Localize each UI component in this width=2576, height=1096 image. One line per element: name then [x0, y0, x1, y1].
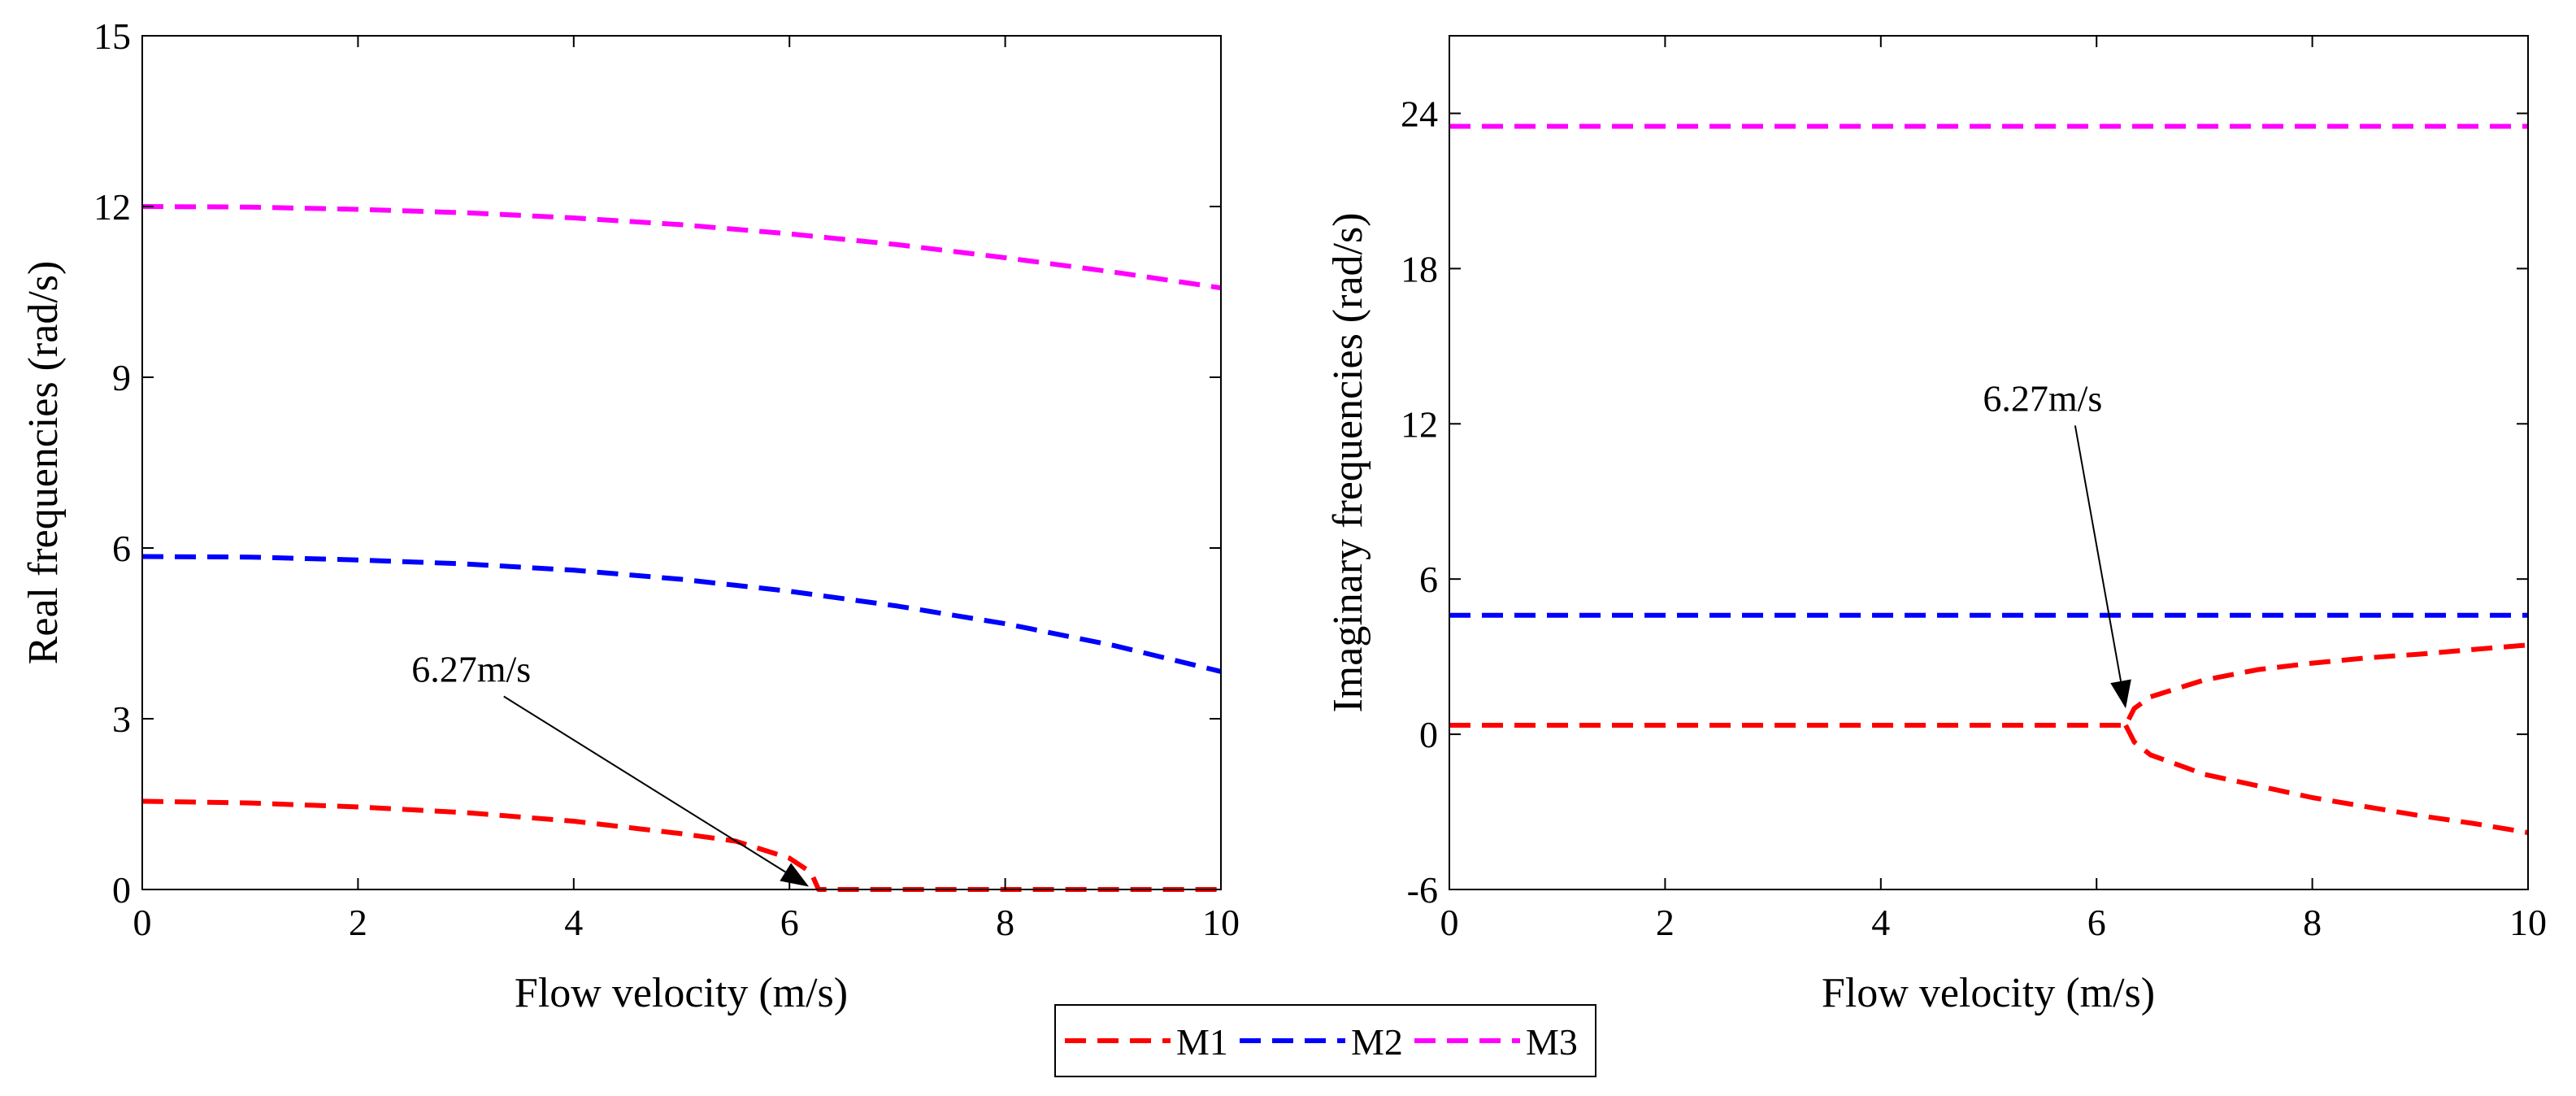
left-x-tick-label: 10 [1202, 902, 1240, 943]
right-y-tick-label: 24 [1401, 93, 1438, 134]
right-annotation-arrow [2074, 425, 2122, 681]
right-series-m1-line-0 [1449, 642, 2529, 728]
legend-entry-m1: M1 [1065, 1021, 1228, 1063]
right-annotation-arrowhead [2110, 679, 2131, 709]
left-y-tick-label: 0 [112, 869, 131, 911]
left-x-tick-label: 6 [780, 902, 799, 943]
right-annotation: 6.27m/s [1983, 377, 2131, 709]
left-axes-box [141, 35, 1222, 890]
left-series-m1-line-0 [141, 798, 1221, 892]
left-y-tick-label: 3 [112, 698, 131, 740]
left-x-tick-label: 2 [349, 902, 367, 943]
left-annotation: 6.27m/s [411, 649, 810, 887]
left-y-axis-label: Real frequencies (rad/s) [20, 261, 67, 665]
right-x-tick-label: 2 [1656, 902, 1675, 943]
left-x-tick-label: 4 [564, 902, 583, 943]
left-ticks: 0 2 4 6 8 10 0 3 6 9 12 15 [93, 15, 1240, 943]
left-y-tick-label: 15 [93, 15, 131, 57]
right-y-tick-label: 12 [1401, 403, 1438, 445]
left-series-m2-line-1 [141, 554, 1222, 674]
right-x-tick-label: 4 [1871, 902, 1890, 943]
left-y-tick-label: 12 [93, 186, 131, 228]
right-annotation-label: 6.27m/s [1983, 377, 2102, 419]
left-plot-lines [141, 204, 1222, 892]
right-y-axis-label: Imaginary frequencies (rad/s) [1325, 212, 1371, 712]
legend-entry-m2: M2 [1240, 1021, 1403, 1063]
left-x-tick-label: 0 [133, 902, 152, 943]
left-y-tick-label: 6 [112, 528, 131, 569]
left-annotation-arrowhead [780, 863, 810, 887]
right-y-tick-label: 6 [1419, 559, 1438, 600]
right-x-tick-label: 6 [2087, 902, 2106, 943]
right-x-tick-label: 8 [2303, 902, 2322, 943]
legend: M1 M2 M3 [1054, 1004, 1596, 1077]
right-y-tick-label: 18 [1401, 248, 1438, 289]
left-series-m3-line-2 [141, 204, 1222, 291]
right-x-axis-label: Flow velocity (m/s) [1822, 970, 2155, 1016]
legend-label-m1: M1 [1176, 1021, 1228, 1063]
left-y-tick-label: 9 [112, 357, 131, 398]
legend-label-m3: M3 [1526, 1021, 1578, 1063]
right-series-m1-line-1 [2123, 724, 2529, 835]
right-y-tick-label: -6 [1407, 869, 1438, 911]
legend-entry-m3: M3 [1414, 1021, 1578, 1063]
legend-label-m2: M2 [1351, 1021, 1403, 1063]
left-annotation-label: 6.27m/s [411, 649, 531, 690]
left-chart: 0 2 4 6 8 10 0 3 6 9 12 15 6.27m/s Flow velocity (m… [20, 15, 1240, 1016]
left-annotation-arrow [503, 695, 786, 873]
left-x-tick-label: 8 [996, 902, 1014, 943]
left-x-axis-label: Flow velocity (m/s) [515, 970, 848, 1016]
right-x-tick-label: 10 [2509, 902, 2547, 943]
right-y-tick-label: 0 [1419, 714, 1438, 755]
right-x-tick-label: 0 [1440, 902, 1459, 943]
right-axes-box [1449, 35, 2529, 890]
right-plot-lines [1449, 124, 2529, 835]
